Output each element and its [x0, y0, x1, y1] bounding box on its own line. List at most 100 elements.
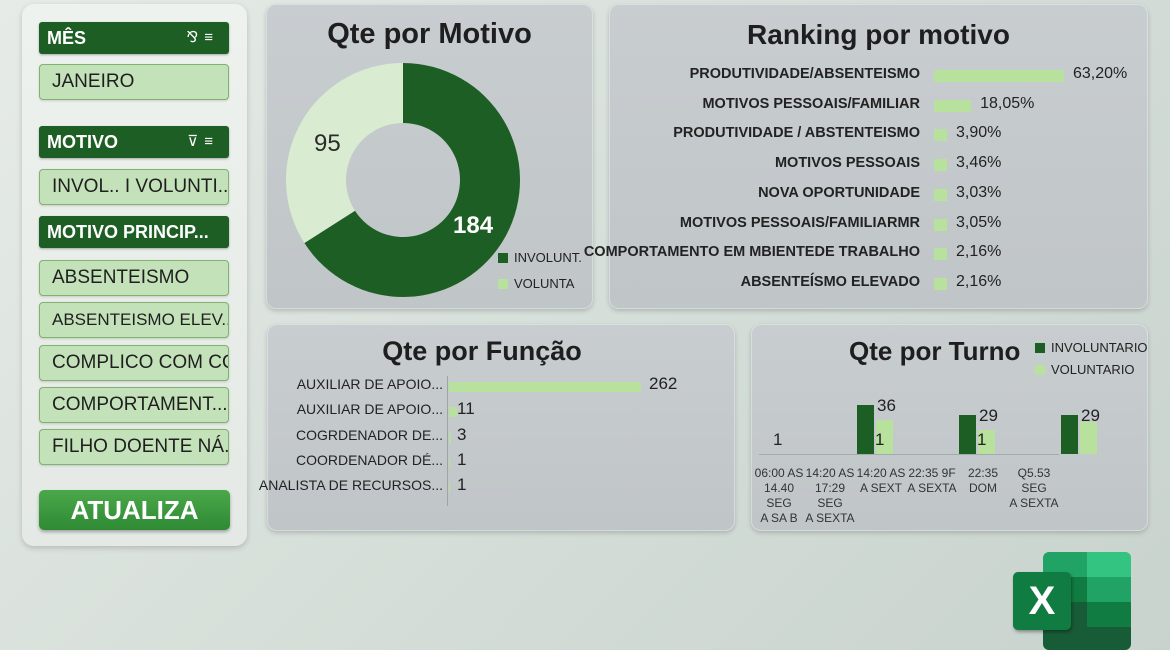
turno-bar-voluntario[interactable] — [876, 420, 893, 454]
ranking-bar[interactable] — [934, 248, 947, 261]
turno-tick-label: 22:35 DOM — [967, 466, 999, 495]
ranking-bar[interactable] — [934, 188, 947, 201]
slicer-header-mes: MÊS ⅋≡ — [39, 22, 229, 54]
slicer-title-mes: MÊS — [47, 27, 87, 48]
turno-tick-label: 14:20 AS 17:29 SEG A SEXTA — [805, 466, 855, 525]
funcao-value: 3 — [457, 424, 467, 444]
ranking-bar[interactable] — [934, 99, 972, 112]
turno-value-label: 1 — [977, 430, 987, 449]
ranking-value: 63,20% — [1073, 65, 1128, 82]
ranking-bar[interactable] — [934, 129, 947, 142]
donut-slice-involuntario[interactable] — [304, 63, 520, 298]
slicer-item-comportamento[interactable]: COMPORTAMENT... — [39, 387, 229, 423]
ranking-label: MOTIVOS PESSOAIS/FAMILIAR — [702, 95, 920, 112]
ranking-value: 3,05% — [956, 213, 1002, 231]
donut-title: Qte por Motivo — [327, 18, 532, 50]
ranking-title: Ranking por motivo — [747, 19, 1010, 50]
turno-bar-involuntario[interactable] — [857, 405, 874, 454]
slicer-item-absenteismo[interactable]: ABSENTEISMO — [39, 260, 229, 296]
turno-value-label: 36 — [877, 396, 896, 416]
turno-bar-involuntario[interactable] — [959, 414, 976, 454]
legend-text-involuntario: INVOLUNTARIO — [1051, 340, 1148, 355]
turno-value-label: 29 — [1081, 405, 1100, 425]
legend-volunt: VOLUNTA — [498, 276, 574, 291]
update-button[interactable]: ATUALIZA — [39, 490, 230, 530]
ranking-value: 3,03% — [956, 183, 1002, 201]
donut-slice-voluntario[interactable] — [286, 63, 403, 244]
legend-swatch-involunt — [498, 252, 508, 263]
legend-text-involunt: INVOLUNT. — [514, 250, 582, 265]
clear-filter-icon[interactable]: ⊽≡ — [187, 133, 219, 150]
ranking-label: MOTIVOS PESSOAIS/FAMILIARMR — [679, 214, 920, 231]
funcao-label: AUXILIAR DE APOIO... — [296, 401, 443, 418]
funcao-value: 262 — [649, 374, 678, 393]
excel-logo-sheet — [1043, 552, 1131, 650]
ranking-bar[interactable] — [934, 218, 947, 231]
slicer-header-motivo-principal: MOTIVO PRINCIP... — [39, 216, 229, 248]
funcao-label: ANALISTA DE RECURSOS... — [258, 477, 443, 494]
turno-value-label: 29 — [979, 405, 998, 425]
funcao-value: 11 — [457, 399, 475, 419]
multi-select-icon[interactable]: ⅋≡ — [186, 29, 219, 46]
slicer-title-motivo: MOTIVO — [47, 131, 118, 152]
filter-sidebar: MÊS ⅋≡ JANEIRO MOTIVO ⊽≡ INVOL.. I VOLUN… — [22, 4, 247, 546]
funcao-panel: Qte por Função AUXILIAR DE APOIO... 262 AU… — [259, 324, 735, 531]
turno-panel: Qte por Turno INVOLUNTARIO VOLUNTARIO 06… — [751, 324, 1148, 531]
ranking-value: 2,16% — [956, 272, 1002, 290]
ranking-label: ABSENTEÍSMO ELEVADO — [740, 273, 920, 290]
ranking-value: 3,46% — [956, 154, 1002, 172]
turno-value-label: 1 — [773, 430, 783, 449]
donut-label-voluntario: 95 — [314, 130, 341, 157]
turno-bar-voluntario[interactable] — [1080, 421, 1097, 454]
turno-bar-involuntario[interactable] — [1061, 414, 1078, 454]
ranking-panel: Ranking por motivo PRODUTIVIDADE/ABSENTE… — [584, 4, 1148, 309]
legend-text-voluntario: VOLUNTARIO — [1051, 362, 1135, 377]
ranking-value: 3,90% — [956, 124, 1002, 142]
turno-title: Qte por Turno — [849, 336, 1021, 366]
turno-axis-line — [759, 454, 1059, 455]
ranking-bar[interactable] — [934, 70, 1064, 82]
ranking-bar[interactable] — [934, 277, 947, 290]
funcao-label: COORDENADOR DÉ... — [295, 451, 443, 468]
excel-logo-x: X — [1013, 572, 1071, 630]
funcao-title: Qte por Função — [382, 336, 582, 366]
slicer-item-motivo[interactable]: INVOL.. I VOLUNTI... — [39, 169, 229, 205]
legend-swatch-involuntario — [1035, 342, 1045, 353]
ranking-label: NOVA OPORTUNIDADE — [758, 184, 920, 201]
slicer-title-motivo-principal: MOTIVO PRINCIP... — [47, 221, 209, 242]
funcao-bar[interactable] — [449, 407, 458, 418]
legend-swatch-volunt — [498, 278, 508, 289]
turno-tick-label: 14:20 AS A SEXT — [856, 466, 906, 495]
slicer-header-motivo: MOTIVO ⊽≡ — [39, 126, 229, 158]
slicer-item-absenteismo-elevado[interactable]: ABSENTEISMO ELEV... — [39, 302, 229, 338]
ranking-label: MOTIVOS PESSOAIS — [774, 155, 920, 172]
legend-text-volunt: VOLUNTA — [514, 276, 575, 291]
funcao-axis-line — [447, 376, 448, 506]
slicer-item-filho-doente[interactable]: FILHO DOENTE NÁ... — [39, 429, 229, 465]
turno-tick-label: 22:35 9F A SEXTA — [907, 466, 957, 495]
motivo-donut-panel: Qte por Motivo 95 184 INVOLUNT. VOLUNTA — [266, 4, 593, 309]
funcao-bar[interactable] — [449, 457, 450, 468]
donut-chart — [286, 63, 520, 298]
turno-tick-label: 06:00 AS 14.40 SEG A SA B — [754, 466, 804, 525]
slicer-item-complico[interactable]: COMPLICO COM CO... — [39, 345, 229, 381]
ranking-bar[interactable] — [934, 159, 947, 172]
funcao-bar[interactable] — [449, 483, 450, 494]
legend-voluntario: VOLUNTARIO — [1035, 362, 1135, 377]
donut-label-involuntario: 184 — [453, 212, 494, 239]
funcao-bar[interactable] — [449, 432, 452, 443]
ranking-value: 18,05% — [980, 94, 1035, 112]
turno-bar-voluntario[interactable] — [978, 429, 995, 454]
slicer-item-janeiro[interactable]: JANEIRO — [39, 64, 229, 100]
funcao-label: COGRDENADOR DE... — [295, 426, 443, 443]
ranking-value: 2,16% — [956, 243, 1002, 261]
turno-value-label: 1 — [875, 430, 885, 449]
ranking-label: PRODUTIVIDADE/ABSENTEISMO — [689, 66, 920, 82]
ranking-label: COMPORTAMENTO EM MBIENTEDE TRABALHO — [583, 244, 920, 261]
funcao-value: 1 — [457, 475, 467, 495]
funcao-value: 1 — [457, 449, 467, 469]
legend-involuntario: INVOLUNTARIO — [1035, 340, 1148, 355]
turno-tick-label: Q5.53 SEG A SEXTA — [1009, 466, 1059, 510]
ranking-label: PRODUTIVIDADE / ABSTENTEISMO — [673, 125, 920, 142]
funcao-bar[interactable] — [449, 382, 641, 392]
